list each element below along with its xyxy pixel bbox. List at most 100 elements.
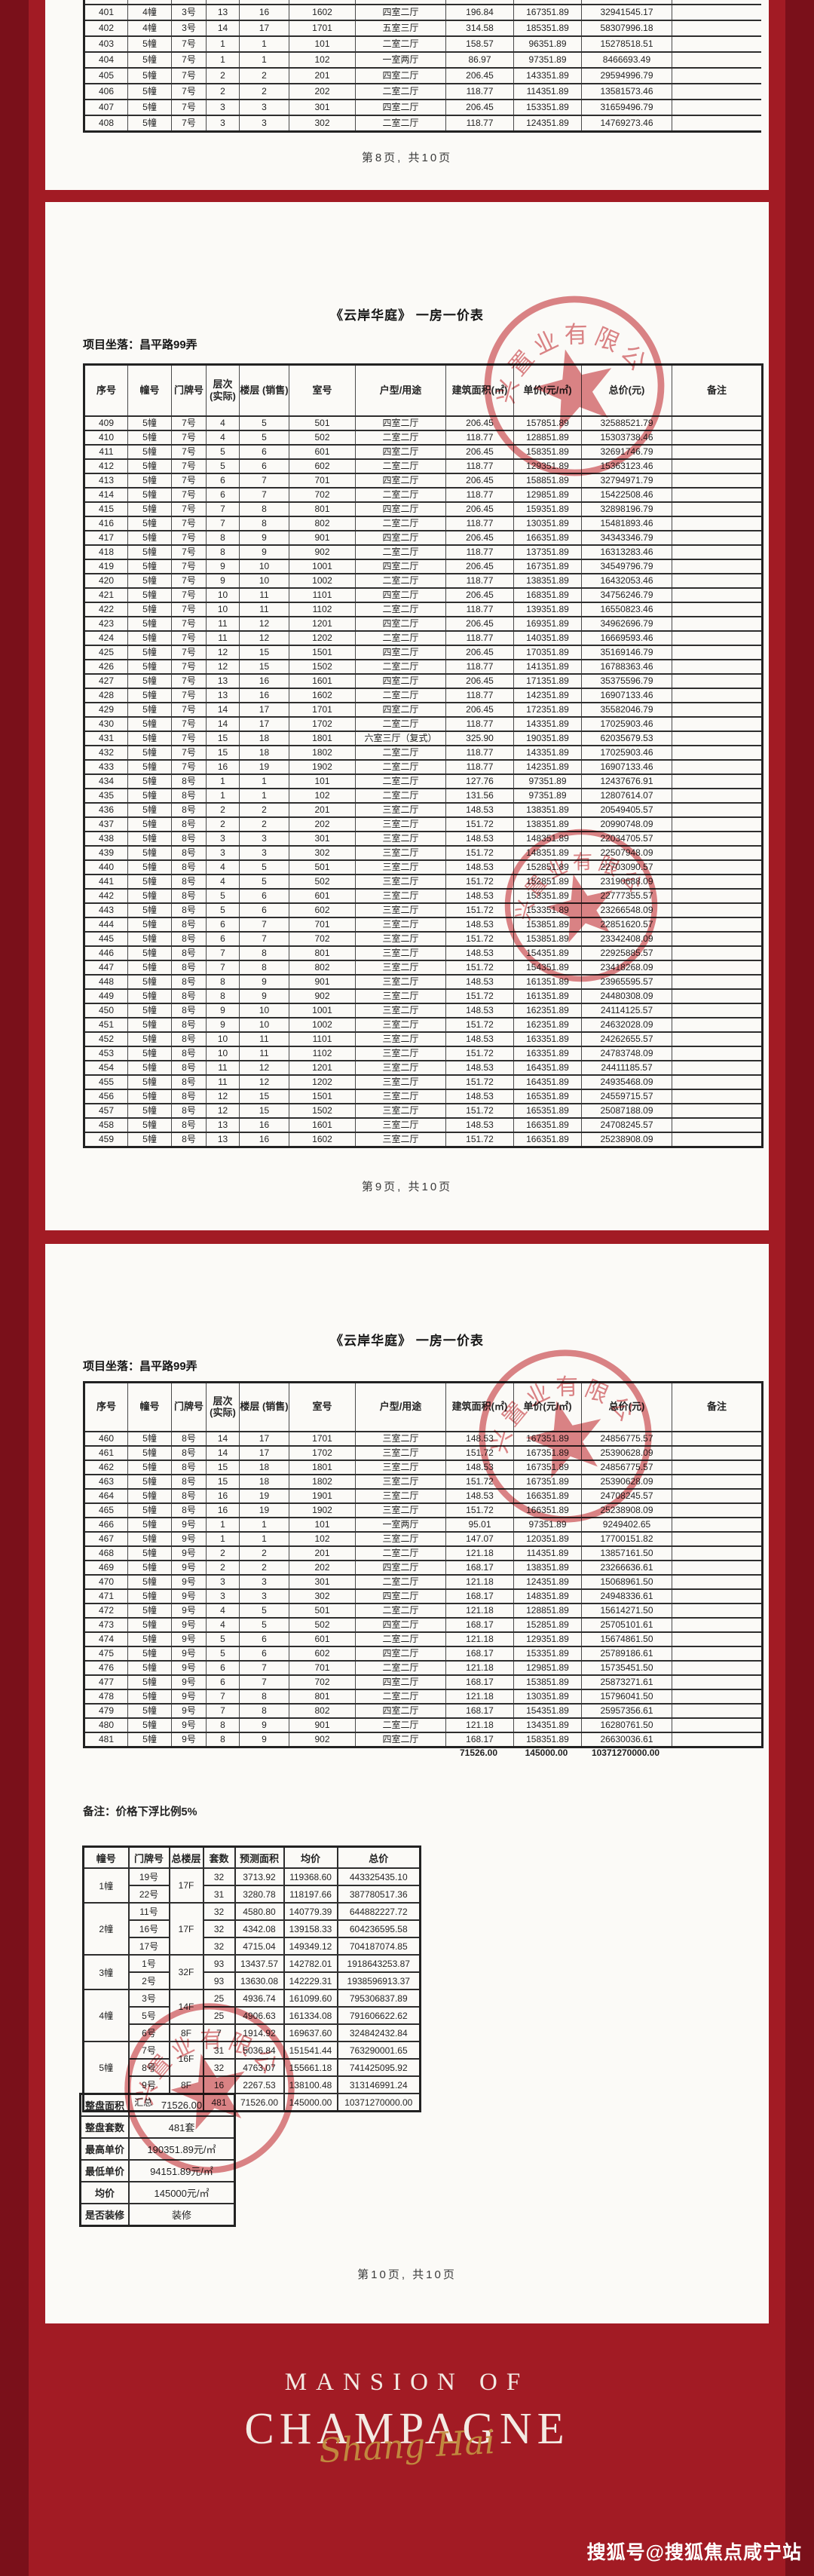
- table-cell: 161351.89: [513, 973, 582, 990]
- table-cell: 22925885.57: [581, 945, 672, 961]
- table-cell: 5幢: [127, 1116, 172, 1133]
- table-cell: 302: [289, 844, 356, 861]
- table-cell: 407: [84, 99, 128, 116]
- column-header: 总价(元): [581, 363, 672, 417]
- table-cell: 161351.89: [513, 988, 582, 1004]
- table-cell: 139158.33: [283, 1919, 338, 1938]
- table-cell: 9: [206, 572, 240, 589]
- table-cell: 四室二厅: [355, 672, 446, 689]
- table-row: 415 5幢 7号 7 8 801 四室二厅 206.45 159351.89 32898196.…: [84, 501, 763, 517]
- table-cell: [672, 486, 763, 503]
- table-cell: 14: [206, 1430, 240, 1447]
- table-cell: 35375596.79: [581, 672, 672, 689]
- table-cell: 441: [84, 873, 128, 890]
- table-cell: 19: [239, 1487, 289, 1504]
- table-cell: 8号: [171, 973, 207, 990]
- table-cell: 128851.89: [513, 429, 582, 446]
- table-cell: 14: [206, 1444, 240, 1461]
- table-cell: 1602: [289, 1131, 356, 1147]
- table-cell: 5幢: [127, 1016, 172, 1033]
- table-cell: 23266636.61: [581, 1559, 672, 1576]
- table-cell: 402: [84, 20, 128, 37]
- table-row: 458 5幢 8号 13 16 1601 三室二厅 148.53 166351.89 247082…: [84, 1116, 763, 1133]
- table-cell: 406: [84, 83, 128, 100]
- table-cell: 801: [289, 945, 356, 961]
- table-cell: 458: [84, 1116, 128, 1133]
- table-cell: 1: [239, 35, 289, 53]
- table-cell: 16550823.46: [581, 601, 672, 617]
- table-cell: 24856775.57: [581, 1459, 672, 1475]
- table-cell: 6: [206, 472, 240, 489]
- table-cell: 4: [206, 1616, 240, 1633]
- table-row: 419 5幢 7号 9 10 1001 四室二厅 206.45 167351.89 3454979…: [84, 558, 763, 574]
- table-cell: 8号: [171, 787, 207, 804]
- table-cell: 443: [84, 902, 128, 918]
- table-cell: 501: [289, 859, 356, 875]
- table-cell: 158851.89: [513, 472, 582, 489]
- table-cell: 163351.89: [513, 1045, 582, 1061]
- table-cell: 四室二厅: [355, 701, 446, 718]
- table-row: 420 5幢 7号 9 10 1002 二室二厅 118.77 138351.89 1643205…: [84, 572, 763, 589]
- table-cell: 153351.89: [513, 99, 582, 116]
- table-row: 448 5幢 8号 8 9 901 三室二厅 148.53 161351.89 23965595.…: [84, 973, 763, 990]
- table-cell: 7号: [171, 672, 207, 689]
- table-cell: 24856775.57: [581, 1430, 672, 1447]
- stat-label: 最低单价: [79, 2159, 130, 2182]
- page-footer: 第10页, 共10页: [357, 2268, 457, 2281]
- table-cell: 二室二厅: [355, 515, 446, 531]
- table-cell: 5幢: [127, 115, 172, 133]
- table-cell: 9号: [171, 1559, 207, 1576]
- table-cell: 16907133.46: [581, 687, 672, 703]
- table-cell: 4幢: [127, 20, 172, 37]
- table-cell: 7号: [171, 472, 207, 489]
- table-cell: [672, 615, 763, 632]
- table-cell: 167351.89: [513, 1444, 582, 1461]
- column-header: 层次 (实际): [206, 1381, 240, 1432]
- table-cell: 24262655.57: [581, 1031, 672, 1047]
- table-cell: 151.72: [445, 1074, 514, 1090]
- table-cell: 148.53: [445, 1002, 514, 1018]
- table-cell: 二室二厅: [355, 758, 446, 775]
- table-cell: 1102: [289, 601, 356, 617]
- table-row: 454 5幢 8号 11 12 1201 三室二厅 148.53 164351.89 244111…: [84, 1059, 763, 1076]
- table-cell: 13437.57: [234, 1954, 285, 1973]
- table-cell: 二室二厅: [355, 429, 446, 446]
- table-cell: 1902: [289, 758, 356, 775]
- table-cell: 1002: [289, 572, 356, 589]
- table-cell: 四室二厅: [355, 4, 446, 21]
- table-cell: 644882227.72: [336, 1902, 421, 1921]
- table-cell: 102: [289, 1530, 356, 1547]
- table-cell: 169351.89: [513, 615, 582, 632]
- table-row: 2幢 11号 17F 32 4580.80 140779.39 644882227.72: [82, 1902, 421, 1956]
- table-cell: [672, 916, 763, 933]
- table-cell: 170351.89: [513, 644, 582, 660]
- table-cell: 5幢: [127, 35, 172, 53]
- table-cell: 453: [84, 1045, 128, 1061]
- table-cell: 8: [239, 515, 289, 531]
- table-row: 9号 8F 16 2267.53 138100.48 313146991.24: [84, 2075, 421, 2094]
- table-cell: 163351.89: [513, 1031, 582, 1047]
- table-cell: 12: [239, 1059, 289, 1076]
- column-header: 门牌号: [127, 1845, 170, 1869]
- table-cell: 25238908.09: [581, 1131, 672, 1147]
- table-row: 433 5幢 7号 16 19 1902 二室二厅 118.77 142351.89 169071…: [84, 758, 763, 775]
- table-cell: 167351.89: [513, 1430, 582, 1447]
- table-cell: 8: [206, 529, 240, 546]
- table-cell: 166351.89: [513, 1502, 582, 1518]
- table-cell: 5幢: [127, 51, 172, 69]
- table-cell: 460: [84, 1430, 128, 1447]
- column-header: 总价: [336, 1845, 421, 1869]
- table-cell: 601: [289, 887, 356, 904]
- table-row: 449 5幢 8号 8 9 902 三室二厅 151.72 161351.89 24480308.…: [84, 988, 763, 1004]
- stat-label: 整盘套数: [79, 2115, 130, 2139]
- table-cell: 5: [239, 415, 289, 431]
- table-cell: 206.45: [445, 501, 514, 517]
- table-cell: 三室二厅: [355, 1116, 446, 1133]
- table-cell: 8: [206, 988, 240, 1004]
- table-cell: 5幢: [127, 902, 172, 918]
- stat-label: 最高单价: [79, 2137, 130, 2161]
- table-cell: 461: [84, 1444, 128, 1461]
- table-cell: 三室二厅: [355, 902, 446, 918]
- background-edge-left: [0, 0, 29, 2576]
- table-cell: 1: [239, 1530, 289, 1547]
